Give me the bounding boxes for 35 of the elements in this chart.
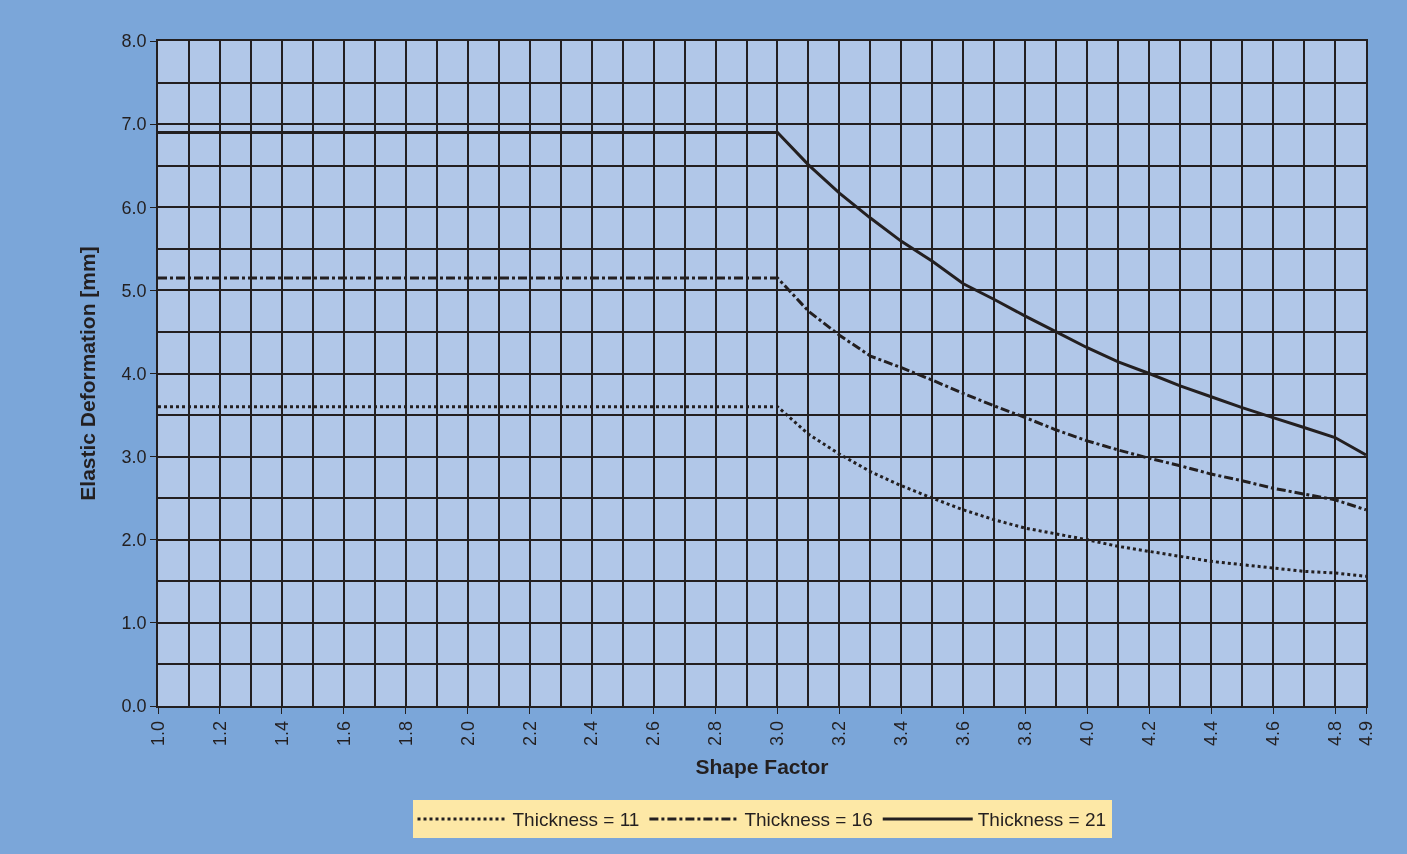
- x-tick-label: 4.2: [1139, 720, 1160, 746]
- x-tick-label: 3.6: [953, 720, 974, 746]
- x-tick-label: 4.0: [1077, 720, 1098, 746]
- x-tick-label: 3.0: [767, 720, 788, 746]
- y-tick-label: 2.0: [121, 530, 147, 551]
- legend-label: Thickness = 16: [744, 809, 873, 831]
- legend-label: Thickness = 21: [977, 809, 1107, 831]
- x-tick-label: 1.8: [395, 720, 416, 746]
- y-tick-label: 0.0: [121, 696, 147, 717]
- x-tick-label: 1.2: [209, 720, 230, 746]
- x-tick-label: 4.9: [1355, 720, 1376, 746]
- y-tick-label: 7.0: [121, 114, 147, 135]
- x-tick-label: 4.4: [1200, 720, 1221, 746]
- x-tick-label: 3.4: [891, 720, 912, 746]
- x-tick-label: 2.4: [581, 720, 602, 746]
- x-tick-label: 2.6: [643, 720, 664, 746]
- x-tick-label: 2.8: [705, 720, 726, 746]
- x-tick-label: 1.6: [333, 720, 354, 746]
- y-tick-label: 3.0: [121, 446, 147, 467]
- x-tick-label: 3.2: [829, 720, 850, 746]
- x-tick-label: 3.8: [1015, 720, 1036, 746]
- x-tick-label: 4.6: [1262, 720, 1283, 746]
- x-axis-title: Shape Factor: [695, 754, 829, 778]
- y-tick-label: 4.0: [121, 363, 147, 384]
- y-axis-title: Elastic Deformation [mm]: [76, 246, 100, 501]
- legend-label: Thickness = 11: [512, 809, 640, 831]
- x-tick-label: 1.4: [271, 720, 292, 746]
- y-tick-label: 6.0: [121, 197, 147, 218]
- x-tick-label: 4.8: [1324, 720, 1345, 746]
- x-tick-label: 2.2: [519, 720, 540, 746]
- x-tick-label: 1.0: [147, 720, 168, 746]
- y-tick-label: 1.0: [121, 613, 147, 634]
- x-tick-label: 2.0: [457, 720, 478, 746]
- y-tick-label: 5.0: [121, 280, 147, 301]
- y-tick-label: 8.0: [121, 31, 147, 52]
